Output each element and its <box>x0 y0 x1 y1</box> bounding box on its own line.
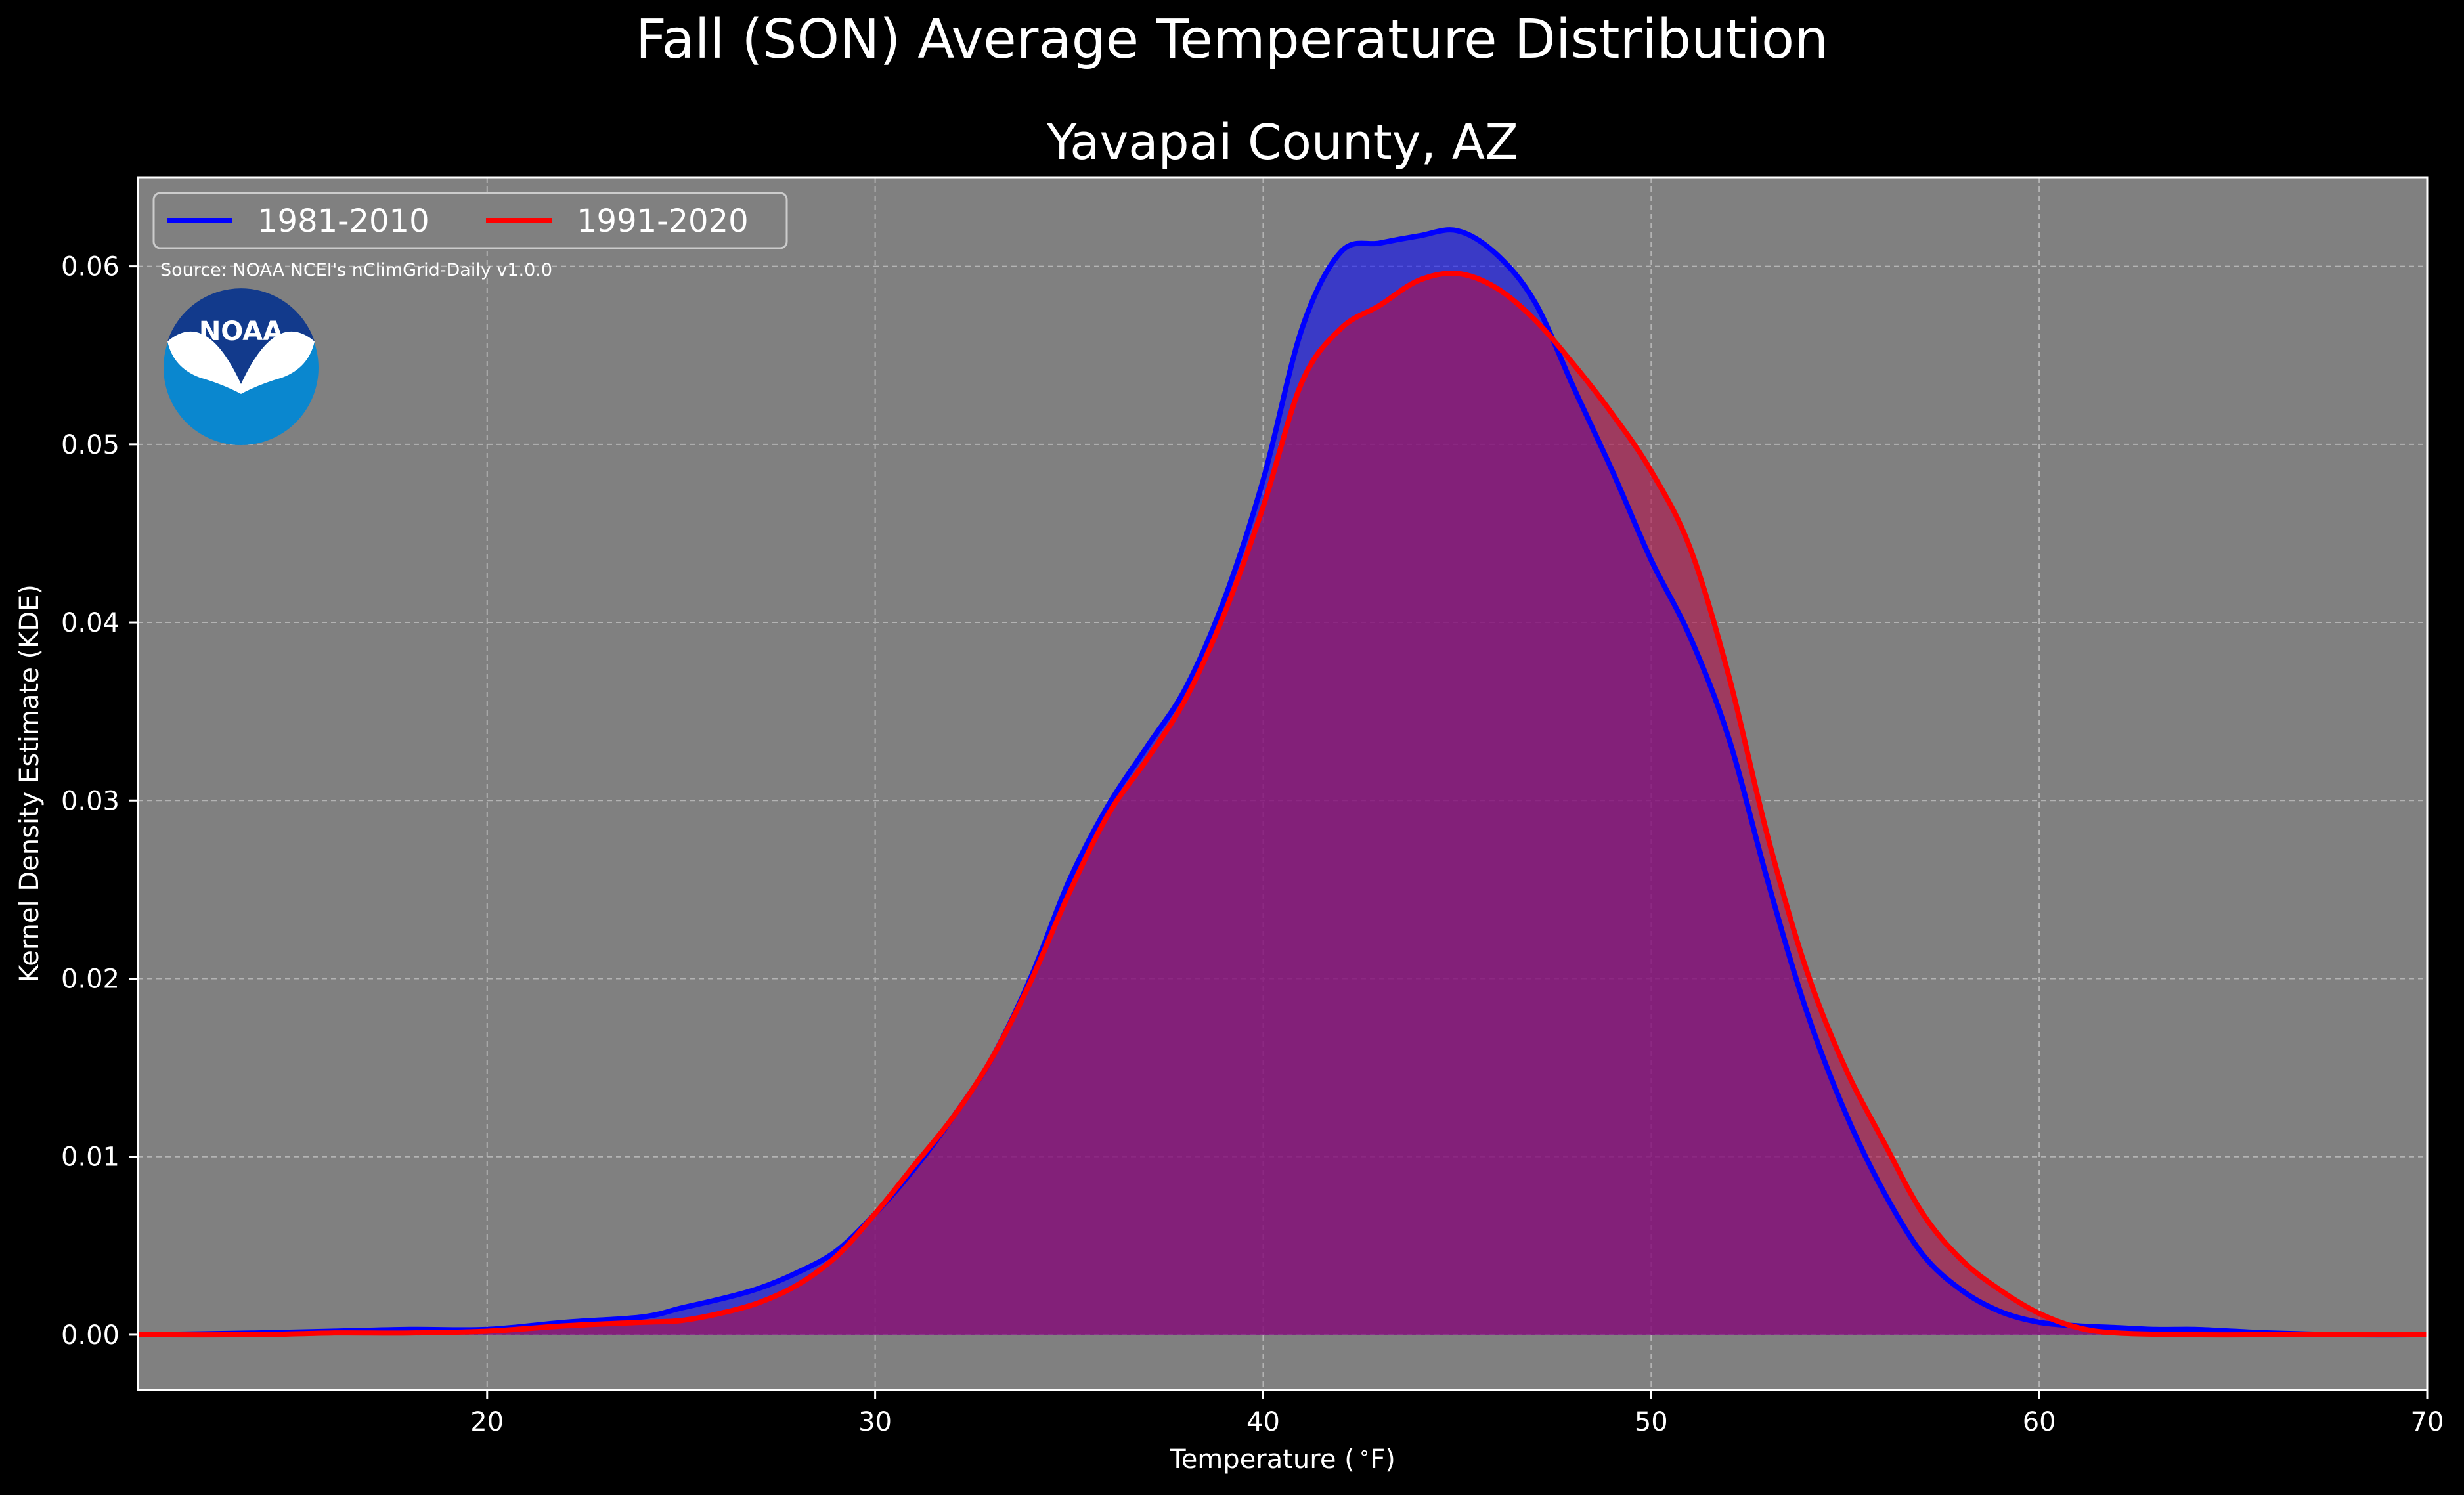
y-tick-label: 0.01 <box>61 1142 120 1173</box>
noaa-logo-text: NOAA <box>199 316 283 347</box>
y-tick-label: 0.04 <box>61 608 120 638</box>
series-layer <box>137 227 2428 1338</box>
x-tick-label: 40 <box>1246 1407 1280 1437</box>
y-axis-label: Kernel Density Estimate (KDE) <box>14 584 45 982</box>
y-tick-label: 0.00 <box>61 1320 120 1351</box>
y-tick-label: 0.06 <box>61 252 120 282</box>
series-area-1991-2020 <box>138 273 2427 1335</box>
x-axis-label: Temperature (∘F) <box>1169 1442 1396 1475</box>
noaa-logo: NOAA <box>164 288 319 445</box>
chart-title: Yavapai County, AZ <box>1046 114 1518 171</box>
noaa-logo-top <box>167 288 315 384</box>
x-axis-label-unit: F) <box>1370 1444 1396 1475</box>
x-tick-label: 60 <box>2023 1407 2056 1437</box>
plot-frame <box>137 176 2429 1391</box>
series-line-1991-2020 <box>137 271 2427 1338</box>
legend-label-1991-2020: 1991-2020 <box>577 203 749 240</box>
noaa-logo-bird <box>167 331 315 394</box>
axis-ticks: 20 30 40 50 60 70 0.00 0.01 0.02 0.03 0.04 0.05 0.06 <box>61 252 2444 1437</box>
degree-symbol: ∘ <box>1359 1442 1371 1463</box>
series-line-1981-2010 <box>137 227 2428 1338</box>
x-tick-label: 30 <box>858 1407 892 1437</box>
legend-label-1981-2010: 1981-2010 <box>257 203 429 240</box>
y-tick-label: 0.02 <box>61 964 120 994</box>
x-tick-label: 50 <box>1635 1407 1668 1437</box>
x-axis-label-text: Temperature ( <box>1169 1444 1355 1475</box>
x-tick-label: 70 <box>2411 1407 2444 1437</box>
legend-box <box>152 192 788 249</box>
legend: 1981-2010 1991-2020 <box>152 192 788 249</box>
y-tick-label: 0.05 <box>61 430 120 460</box>
source-note: Source: NOAA NCEI's nClimGrid-Daily v1.0… <box>160 260 552 280</box>
chart-suptitle: Fall (SON) Average Temperature Distribut… <box>636 9 1828 71</box>
y-tick-label: 0.03 <box>61 786 120 816</box>
x-tick-label: 20 <box>470 1407 504 1437</box>
